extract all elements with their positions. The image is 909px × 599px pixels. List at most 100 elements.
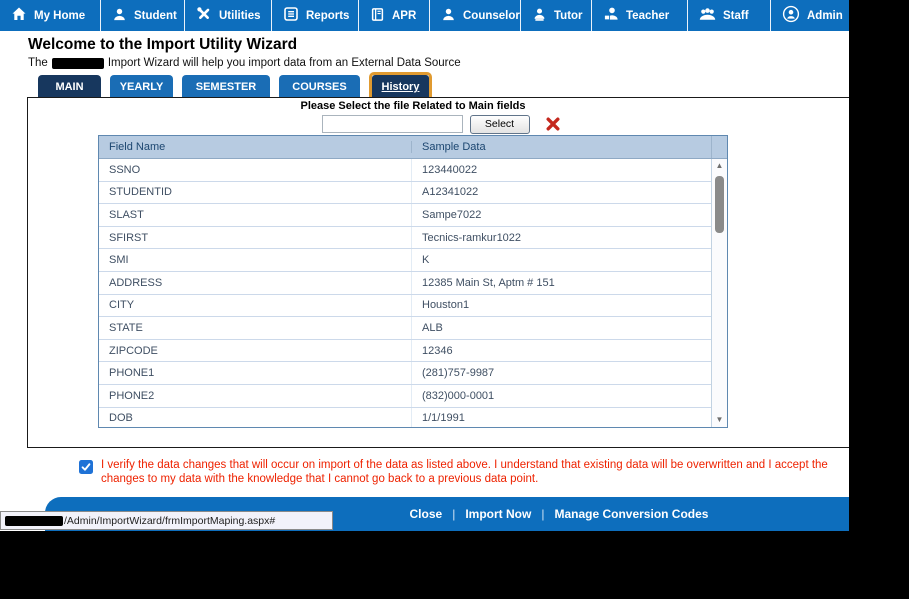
- teacher-icon: [603, 6, 619, 25]
- nav-item-student[interactable]: Student: [101, 0, 185, 31]
- footer-separator: |: [452, 507, 456, 521]
- manage-conversion-codes-button[interactable]: Manage Conversion Codes: [554, 507, 709, 521]
- cell-sample-data: 123440022: [422, 163, 478, 176]
- table-row: PHONE1 (281)757-9987: [99, 362, 727, 385]
- cell-sample-data: Sampe7022: [422, 208, 482, 221]
- page-subtitle: The Import Wizard will help you import d…: [28, 57, 461, 69]
- field-mapping-table: Field Name Sample Data SSNO 123440022 STU…: [98, 135, 728, 428]
- nav-item-reports[interactable]: Reports: [272, 0, 359, 31]
- cell-field-name: SFIRST: [99, 226, 412, 249]
- tab-history[interactable]: History: [372, 75, 429, 100]
- nav-label: Utilities: [219, 9, 261, 22]
- nav-label: Counselor: [463, 9, 520, 22]
- nav-item-apr[interactable]: APR: [359, 0, 430, 31]
- file-path-input[interactable]: [321, 115, 463, 133]
- tools-icon: [196, 6, 212, 25]
- table-header-scrollbar-spacer: [711, 136, 727, 158]
- cell-field-name: SMI: [99, 249, 412, 271]
- person-icon: [532, 7, 547, 25]
- status-url-tooltip: /Admin/ImportWizard/frmImportMaping.aspx…: [0, 511, 333, 530]
- tab-courses[interactable]: COURSES: [279, 75, 360, 100]
- nav-label: Staff: [723, 9, 749, 22]
- footer-separator: |: [541, 507, 545, 521]
- nav-item-my-home[interactable]: My Home: [0, 0, 101, 31]
- import-now-button[interactable]: Import Now: [465, 507, 532, 521]
- cell-field-name: PHONE1: [99, 362, 412, 384]
- select-file-button[interactable]: Select: [469, 114, 530, 134]
- table-body: SSNO 123440022 STUDENTID A12341022 SLAST Sa…: [99, 159, 727, 427]
- nav-item-tutor[interactable]: Tutor: [521, 0, 592, 31]
- cell-field-name: CITY: [99, 294, 412, 317]
- group-icon: [699, 7, 716, 25]
- subtitle-suffix: Import Wizard will help you import data …: [107, 57, 461, 69]
- redaction-blob: [5, 515, 63, 526]
- table-row: ZIPCODE 12346: [99, 339, 727, 363]
- table-row: DOB 1/1/1991: [99, 407, 727, 427]
- report-list-icon: [283, 6, 299, 25]
- nav-label: Admin: [807, 9, 843, 22]
- wizard-content-panel: Please Select the file Related to Main f…: [27, 97, 849, 448]
- tab-yearly[interactable]: YEARLY: [110, 75, 173, 100]
- redaction-blob: [51, 57, 104, 69]
- cell-sample-data: Houston1: [422, 299, 470, 312]
- nav-label: APR: [392, 9, 417, 22]
- cell-sample-data: (832)000-0001: [422, 389, 495, 402]
- book-icon: [370, 7, 385, 25]
- cell-field-name: ZIPCODE: [99, 339, 412, 362]
- footer-links: Close | Import Now | Manage Conversion C…: [410, 507, 709, 521]
- app-window: My Home Student Utilities Reports APR Co…: [0, 0, 849, 531]
- nav-label: Reports: [306, 9, 350, 22]
- cell-field-name: PHONE2: [99, 384, 412, 407]
- home-icon: [11, 6, 27, 25]
- table-row: SSNO 123440022: [99, 159, 727, 182]
- subtitle-prefix: The: [28, 57, 48, 69]
- verify-section: I verify the data changes that will occu…: [79, 458, 843, 486]
- cell-sample-data: (281)757-9987: [422, 367, 495, 380]
- cell-sample-data: A12341022: [422, 186, 479, 199]
- file-select-row: Select: [126, 114, 756, 134]
- cell-sample-data: 12346: [422, 344, 453, 357]
- table-header-row: Field Name Sample Data: [99, 136, 727, 159]
- nav-label: Tutor: [554, 9, 583, 22]
- column-header-sample-data: Sample Data: [422, 141, 486, 153]
- file-select-label: Please Select the file Related to Main f…: [300, 100, 526, 112]
- nav-label: My Home: [34, 9, 86, 22]
- nav-label: Teacher: [626, 9, 670, 22]
- cell-field-name: SLAST: [99, 204, 412, 226]
- top-navbar: My Home Student Utilities Reports APR Co…: [0, 0, 849, 31]
- nav-item-teacher[interactable]: Teacher: [592, 0, 688, 31]
- table-row: PHONE2 (832)000-0001: [99, 384, 727, 408]
- verify-checkbox[interactable]: [79, 460, 93, 474]
- table-row: CITY Houston1: [99, 294, 727, 318]
- cell-sample-data: 1/1/1991: [422, 412, 465, 425]
- person-icon: [441, 7, 456, 25]
- cell-sample-data: 12385 Main St, Aptm # 151: [422, 276, 555, 289]
- wizard-tabs: MAIN YEARLY SEMESTER COURSES History: [38, 72, 432, 103]
- cell-sample-data: Tecnics-ramkur1022: [422, 231, 522, 244]
- column-header-field-name: Field Name: [99, 141, 412, 153]
- status-url-path: /Admin/ImportWizard/frmImportMaping.aspx…: [64, 514, 276, 527]
- close-button[interactable]: Close: [409, 507, 443, 521]
- table-scrollbar[interactable]: ▲ ▼: [711, 159, 727, 427]
- person-icon: [112, 7, 127, 25]
- tab-main[interactable]: MAIN: [38, 75, 101, 100]
- tab-semester[interactable]: SEMESTER: [182, 75, 270, 100]
- scroll-down-icon[interactable]: ▼: [715, 415, 724, 424]
- nav-item-utilities[interactable]: Utilities: [185, 0, 272, 31]
- table-row: SLAST Sampe7022: [99, 204, 727, 227]
- table-row: STUDENTID A12341022: [99, 181, 727, 205]
- nav-item-admin[interactable]: Admin: [771, 0, 849, 31]
- nav-item-counselor[interactable]: Counselor: [430, 0, 521, 31]
- nav-label: Student: [134, 9, 177, 22]
- cell-field-name: STATE: [99, 317, 412, 339]
- cell-sample-data: K: [422, 254, 430, 267]
- cell-field-name: STUDENTID: [99, 181, 412, 204]
- cell-field-name: SSNO: [99, 159, 412, 181]
- red-x-icon[interactable]: [545, 116, 561, 132]
- scroll-up-icon[interactable]: ▲: [715, 161, 724, 170]
- cell-field-name: DOB: [99, 407, 412, 427]
- table-row: STATE ALB: [99, 317, 727, 340]
- cell-sample-data: ALB: [422, 321, 443, 334]
- scrollbar-thumb[interactable]: [715, 176, 724, 233]
- nav-item-staff[interactable]: Staff: [688, 0, 771, 31]
